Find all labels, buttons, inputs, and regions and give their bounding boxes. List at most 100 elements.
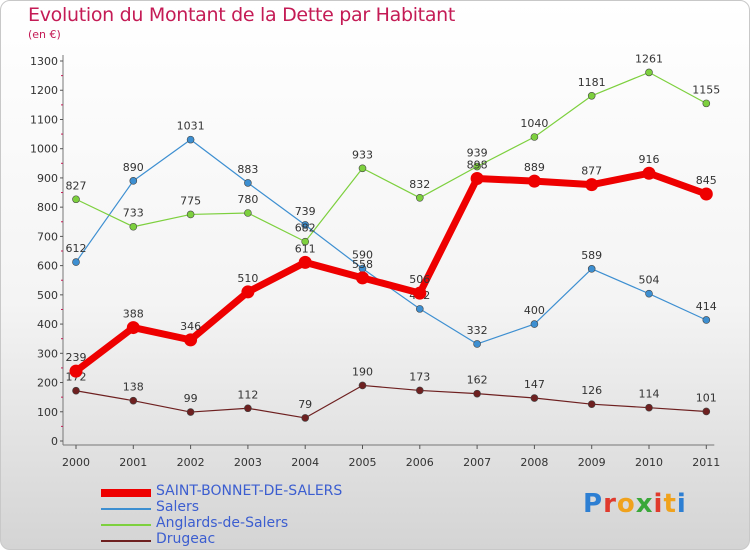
data-point — [186, 135, 195, 144]
x-tick-label: 2002 — [177, 456, 205, 469]
x-tick-label: 2011 — [692, 456, 720, 469]
data-point — [530, 320, 539, 328]
data-point — [587, 265, 596, 273]
y-tick-label: 1000 — [30, 143, 58, 156]
data-point — [301, 221, 310, 229]
data-point — [72, 258, 80, 266]
y-tick-label: 200 — [37, 377, 58, 390]
logo-letter: i — [653, 489, 664, 519]
data-label: 504 — [639, 274, 660, 287]
series-line-anglards-de-salers — [75, 71, 707, 243]
y-tick-label: 100 — [37, 406, 58, 419]
data-point — [301, 237, 310, 246]
data-point — [702, 316, 711, 324]
data-label: 883 — [237, 163, 258, 176]
data-label: 890 — [123, 161, 144, 174]
data-point — [645, 403, 653, 412]
data-label: 827 — [66, 179, 87, 192]
data-point — [72, 195, 80, 204]
data-point — [241, 285, 255, 299]
data-point — [72, 386, 80, 395]
data-label: 877 — [581, 165, 602, 178]
data-label: 400 — [524, 304, 545, 317]
x-tick-label: 2004 — [291, 456, 319, 469]
legend-label: Anglards-de-Salers — [156, 515, 289, 531]
data-point — [587, 400, 596, 408]
data-point — [69, 364, 83, 378]
data-point — [129, 177, 138, 185]
data-point — [527, 174, 541, 188]
data-point — [470, 172, 484, 186]
data-label: 112 — [237, 388, 258, 401]
x-tick-label: 2009 — [578, 456, 606, 469]
data-label: 162 — [467, 374, 488, 387]
data-label: 138 — [123, 381, 144, 394]
proxiti-logo: Proxiti — [583, 489, 687, 519]
data-label: 558 — [352, 258, 373, 271]
data-label: 845 — [696, 174, 717, 187]
data-label: 939 — [467, 147, 488, 160]
data-point — [645, 68, 653, 77]
data-point — [358, 381, 367, 390]
y-tick-label: 1300 — [30, 55, 58, 68]
data-label: 1040 — [520, 117, 548, 130]
data-point — [585, 178, 599, 192]
data-label: 1031 — [177, 120, 205, 133]
y-tick-label: 400 — [37, 318, 58, 331]
y-tick-label: 1100 — [30, 113, 58, 126]
data-point — [244, 404, 252, 413]
chart-subtitle: (en €) — [28, 28, 61, 41]
data-point — [530, 133, 539, 141]
data-label: 190 — [352, 365, 373, 378]
data-label: 1261 — [635, 52, 663, 65]
logo-letter: t — [663, 489, 677, 519]
data-point — [358, 164, 367, 173]
data-point — [301, 414, 310, 422]
data-label: 916 — [639, 153, 660, 166]
data-label: 346 — [180, 320, 201, 333]
data-label: 612 — [66, 242, 87, 255]
data-point — [244, 179, 252, 187]
x-tick-label: 2010 — [635, 456, 663, 469]
x-tick-label: 2003 — [234, 456, 262, 469]
data-point — [129, 396, 138, 405]
y-tick-label: 1200 — [30, 84, 58, 97]
logo-letter: P — [583, 489, 604, 519]
data-point — [244, 209, 252, 217]
chart-title: Evolution du Montant de la Dette par Hab… — [28, 4, 456, 26]
x-tick-label: 2001 — [119, 456, 147, 469]
data-label: 510 — [237, 272, 258, 285]
data-label: 611 — [295, 242, 316, 255]
x-tick-label: 2007 — [463, 456, 491, 469]
data-label: 147 — [524, 378, 545, 391]
data-label: 332 — [467, 324, 488, 337]
data-label: 933 — [352, 148, 373, 161]
data-label: 126 — [581, 384, 602, 397]
data-point — [587, 91, 596, 100]
y-tick-label: 700 — [37, 230, 58, 243]
data-label: 780 — [237, 193, 258, 206]
data-point — [413, 286, 427, 300]
data-label: 506 — [409, 273, 430, 286]
legend-swatch — [101, 508, 151, 510]
data-point — [415, 305, 424, 313]
data-label: 889 — [524, 161, 545, 174]
y-tick-label: 800 — [37, 201, 58, 214]
y-tick-label: 500 — [37, 289, 58, 302]
data-point — [356, 271, 369, 285]
y-tick-label: 600 — [37, 260, 58, 273]
data-label: 739 — [295, 205, 316, 218]
data-point — [473, 162, 481, 171]
data-label: 1181 — [578, 76, 606, 89]
data-label: 589 — [581, 249, 602, 262]
y-tick-label: 900 — [37, 172, 58, 185]
x-tick-label: 2005 — [349, 456, 377, 469]
data-point — [298, 255, 312, 269]
data-point — [473, 389, 481, 398]
data-label: 590 — [352, 249, 373, 262]
data-point — [186, 408, 195, 416]
series-line-drugeac — [75, 384, 707, 419]
x-tick-label: 2000 — [62, 456, 90, 469]
legend-swatch — [101, 540, 151, 542]
